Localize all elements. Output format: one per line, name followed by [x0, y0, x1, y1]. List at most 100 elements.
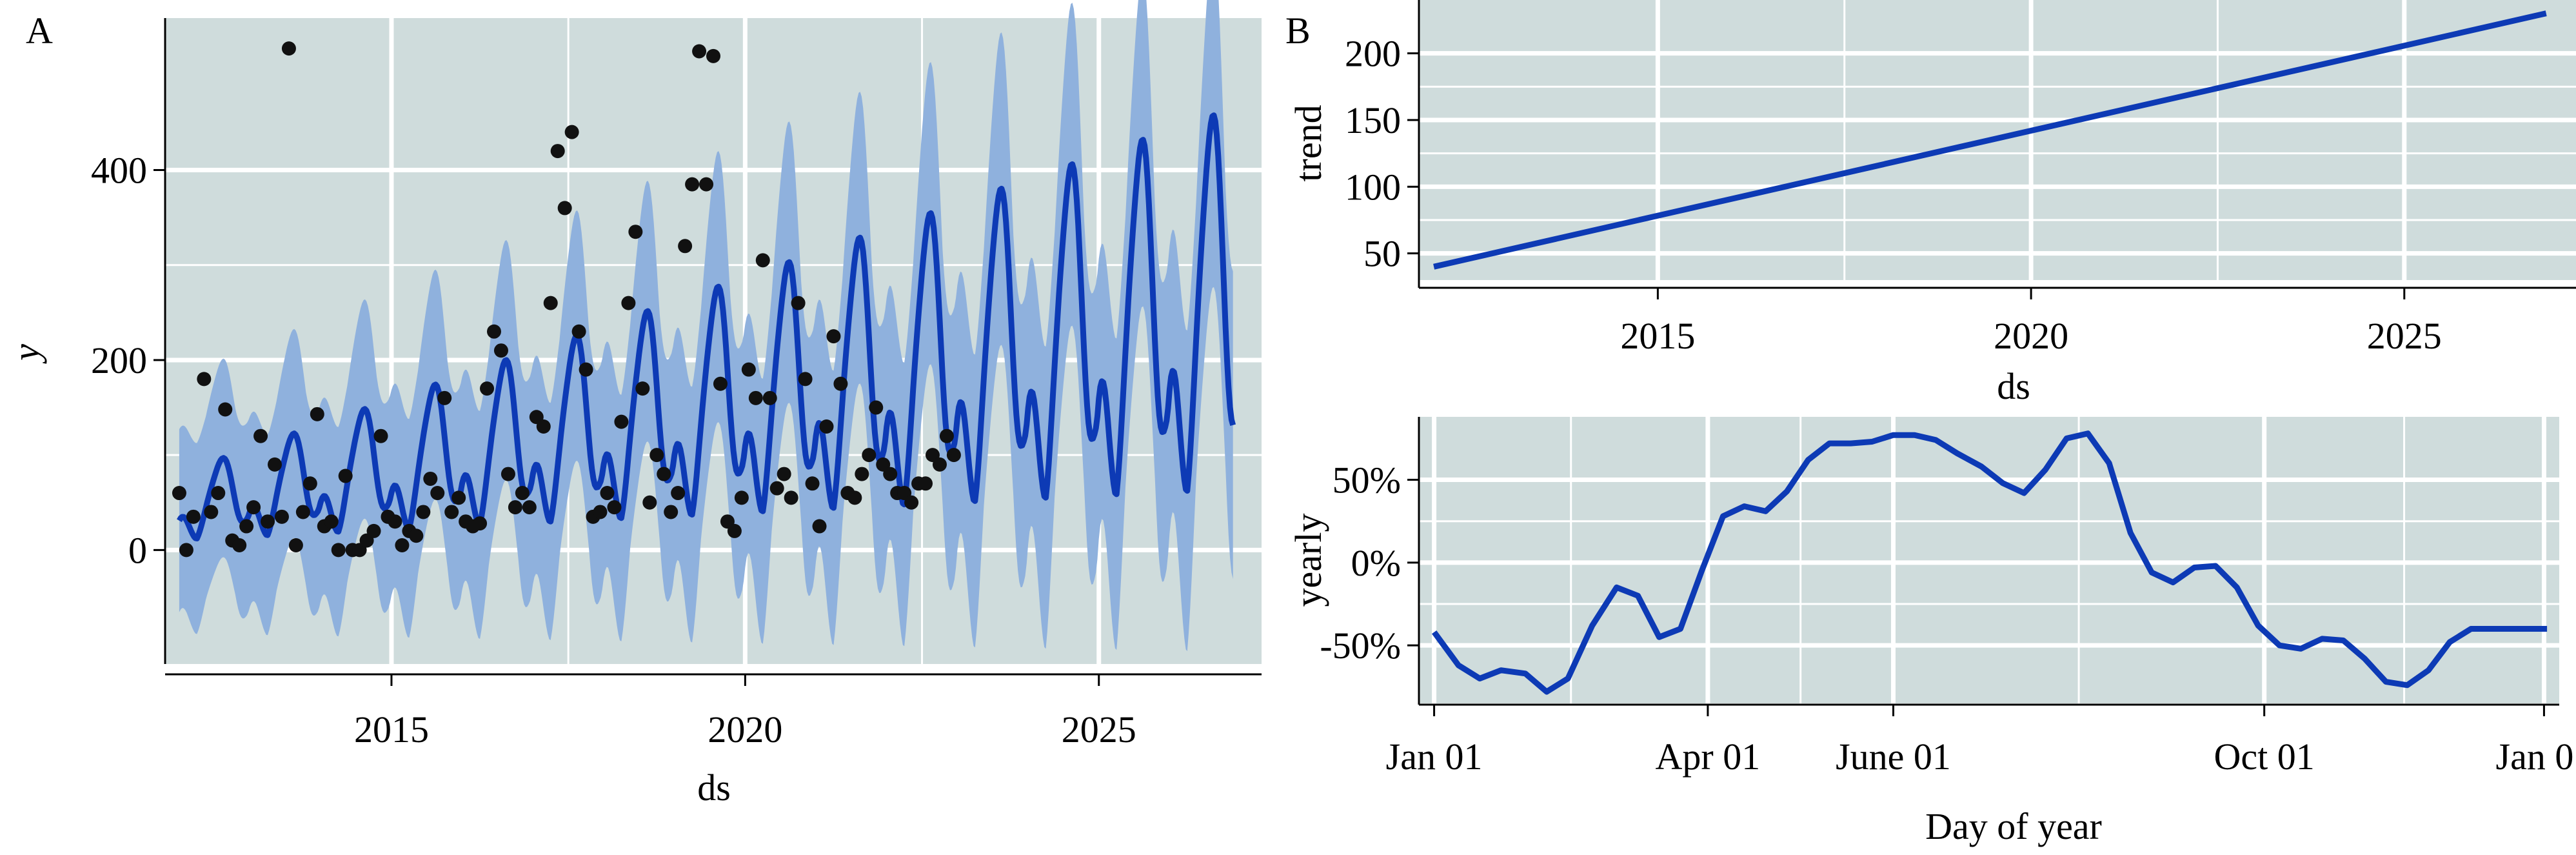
- observed-point: [727, 523, 742, 538]
- y-tick-label: 200: [1345, 33, 1401, 75]
- y-tick-label: 0: [128, 529, 147, 571]
- observed-point: [855, 467, 869, 481]
- observed-point: [536, 419, 551, 434]
- x-tick-label: 2020: [1994, 315, 2068, 357]
- yearly-ticks: Jan 01 Apr 01 June 01 Oct 01 Jan 01 -50% 0% 50%: [1320, 459, 2576, 778]
- observed-point: [762, 390, 777, 405]
- observed-point: [186, 509, 201, 524]
- observed-point: [550, 144, 565, 159]
- forecast-ticks: 2015 2020 2025 0 200 400: [91, 150, 1136, 750]
- observed-point: [600, 486, 615, 501]
- observed-point: [692, 44, 707, 59]
- observed-point: [366, 523, 381, 538]
- observed-point: [197, 372, 212, 387]
- x-tick-label: Apr 01: [1656, 736, 1761, 778]
- x-tick-label: Oct 01: [2214, 736, 2315, 778]
- observed-point: [310, 407, 324, 421]
- observed-point: [699, 177, 714, 192]
- observed-point: [172, 486, 186, 501]
- x-tick-label: 2015: [1620, 315, 1695, 357]
- observed-point: [253, 428, 268, 443]
- observed-point: [274, 509, 289, 524]
- observed-point: [373, 428, 388, 443]
- y-tick-label: 400: [91, 150, 147, 192]
- observed-point: [324, 514, 339, 529]
- observed-point: [338, 468, 353, 483]
- observed-point: [508, 500, 522, 515]
- observed-point: [784, 490, 798, 505]
- observed-point: [685, 177, 700, 192]
- observed-point: [451, 490, 466, 505]
- observed-point: [423, 471, 438, 486]
- observed-point: [798, 372, 813, 387]
- observed-point: [862, 448, 877, 463]
- observed-point: [706, 48, 720, 63]
- y-tick-label: -50%: [1320, 625, 1401, 667]
- observed-point: [543, 296, 558, 310]
- observed-point: [734, 490, 749, 505]
- observed-point: [833, 376, 848, 391]
- observed-point: [331, 543, 346, 558]
- trend-line: [1433, 10, 2547, 270]
- observed-point: [635, 381, 650, 396]
- observed-point: [932, 457, 947, 472]
- forecast-y-axis-title: y: [5, 344, 47, 364]
- observed-point: [239, 519, 254, 534]
- observed-point: [664, 505, 679, 519]
- y-tick-label: 0%: [1351, 542, 1401, 584]
- y-tick-label: 200: [91, 339, 147, 381]
- observed-point: [678, 239, 693, 254]
- observed-points: [172, 41, 961, 558]
- observed-point: [777, 467, 791, 481]
- observed-point: [218, 402, 233, 417]
- yearly-grid: [1419, 417, 2559, 703]
- panel-tag-a: A: [26, 10, 53, 52]
- trend-x-axis-title: ds: [1997, 365, 2030, 407]
- observed-point: [480, 381, 495, 396]
- y-tick-label: 50%: [1333, 459, 1401, 501]
- yearly-y-axis-title: yearly: [1287, 514, 1329, 607]
- x-tick-label: Jan 01: [2496, 736, 2576, 778]
- observed-point: [288, 538, 303, 552]
- observed-point: [388, 514, 402, 529]
- observed-point: [409, 528, 424, 543]
- observed-point: [607, 500, 622, 515]
- observed-point: [395, 538, 410, 552]
- observed-point: [769, 481, 784, 496]
- x-tick-label: 2025: [2367, 315, 2442, 357]
- observed-point: [281, 41, 296, 56]
- forecast-line: [177, 112, 1236, 541]
- y-tick-label: 50: [1363, 233, 1401, 275]
- trend-panel: B 2015 2020 2025 50 100 150 200 ds trend: [1285, 0, 2576, 407]
- observed-point: [515, 486, 530, 501]
- y-tick-label: 100: [1345, 166, 1401, 208]
- observed-point: [473, 516, 488, 531]
- forecast-panel: A 2015 2020 2025 0 200 400 ds y: [5, 0, 1262, 809]
- observed-point: [642, 495, 657, 510]
- yearly-panel: Jan 01 Apr 01 June 01 Oct 01 Jan 01 -50% 0% 50%…: [1287, 417, 2576, 847]
- observed-point: [826, 329, 841, 344]
- observed-point: [614, 414, 629, 429]
- observed-point: [671, 486, 686, 501]
- observed-point: [812, 519, 827, 534]
- observed-point: [939, 428, 954, 443]
- observed-point: [564, 125, 579, 139]
- observed-point: [416, 505, 431, 519]
- observed-point: [302, 476, 317, 491]
- observed-point: [487, 324, 501, 339]
- observed-point: [204, 505, 219, 519]
- observed-point: [246, 500, 261, 515]
- observed-point: [557, 201, 572, 216]
- observed-point: [593, 505, 608, 519]
- observed-point: [628, 225, 643, 239]
- x-tick-label: 2020: [708, 709, 782, 750]
- observed-point: [295, 505, 310, 519]
- observed-point: [261, 514, 275, 529]
- yearly-plot-area: [1419, 417, 2559, 703]
- observed-point: [211, 486, 226, 501]
- observed-point: [847, 490, 862, 505]
- observed-point: [741, 362, 756, 377]
- observed-point: [869, 400, 884, 415]
- observed-point: [883, 467, 898, 481]
